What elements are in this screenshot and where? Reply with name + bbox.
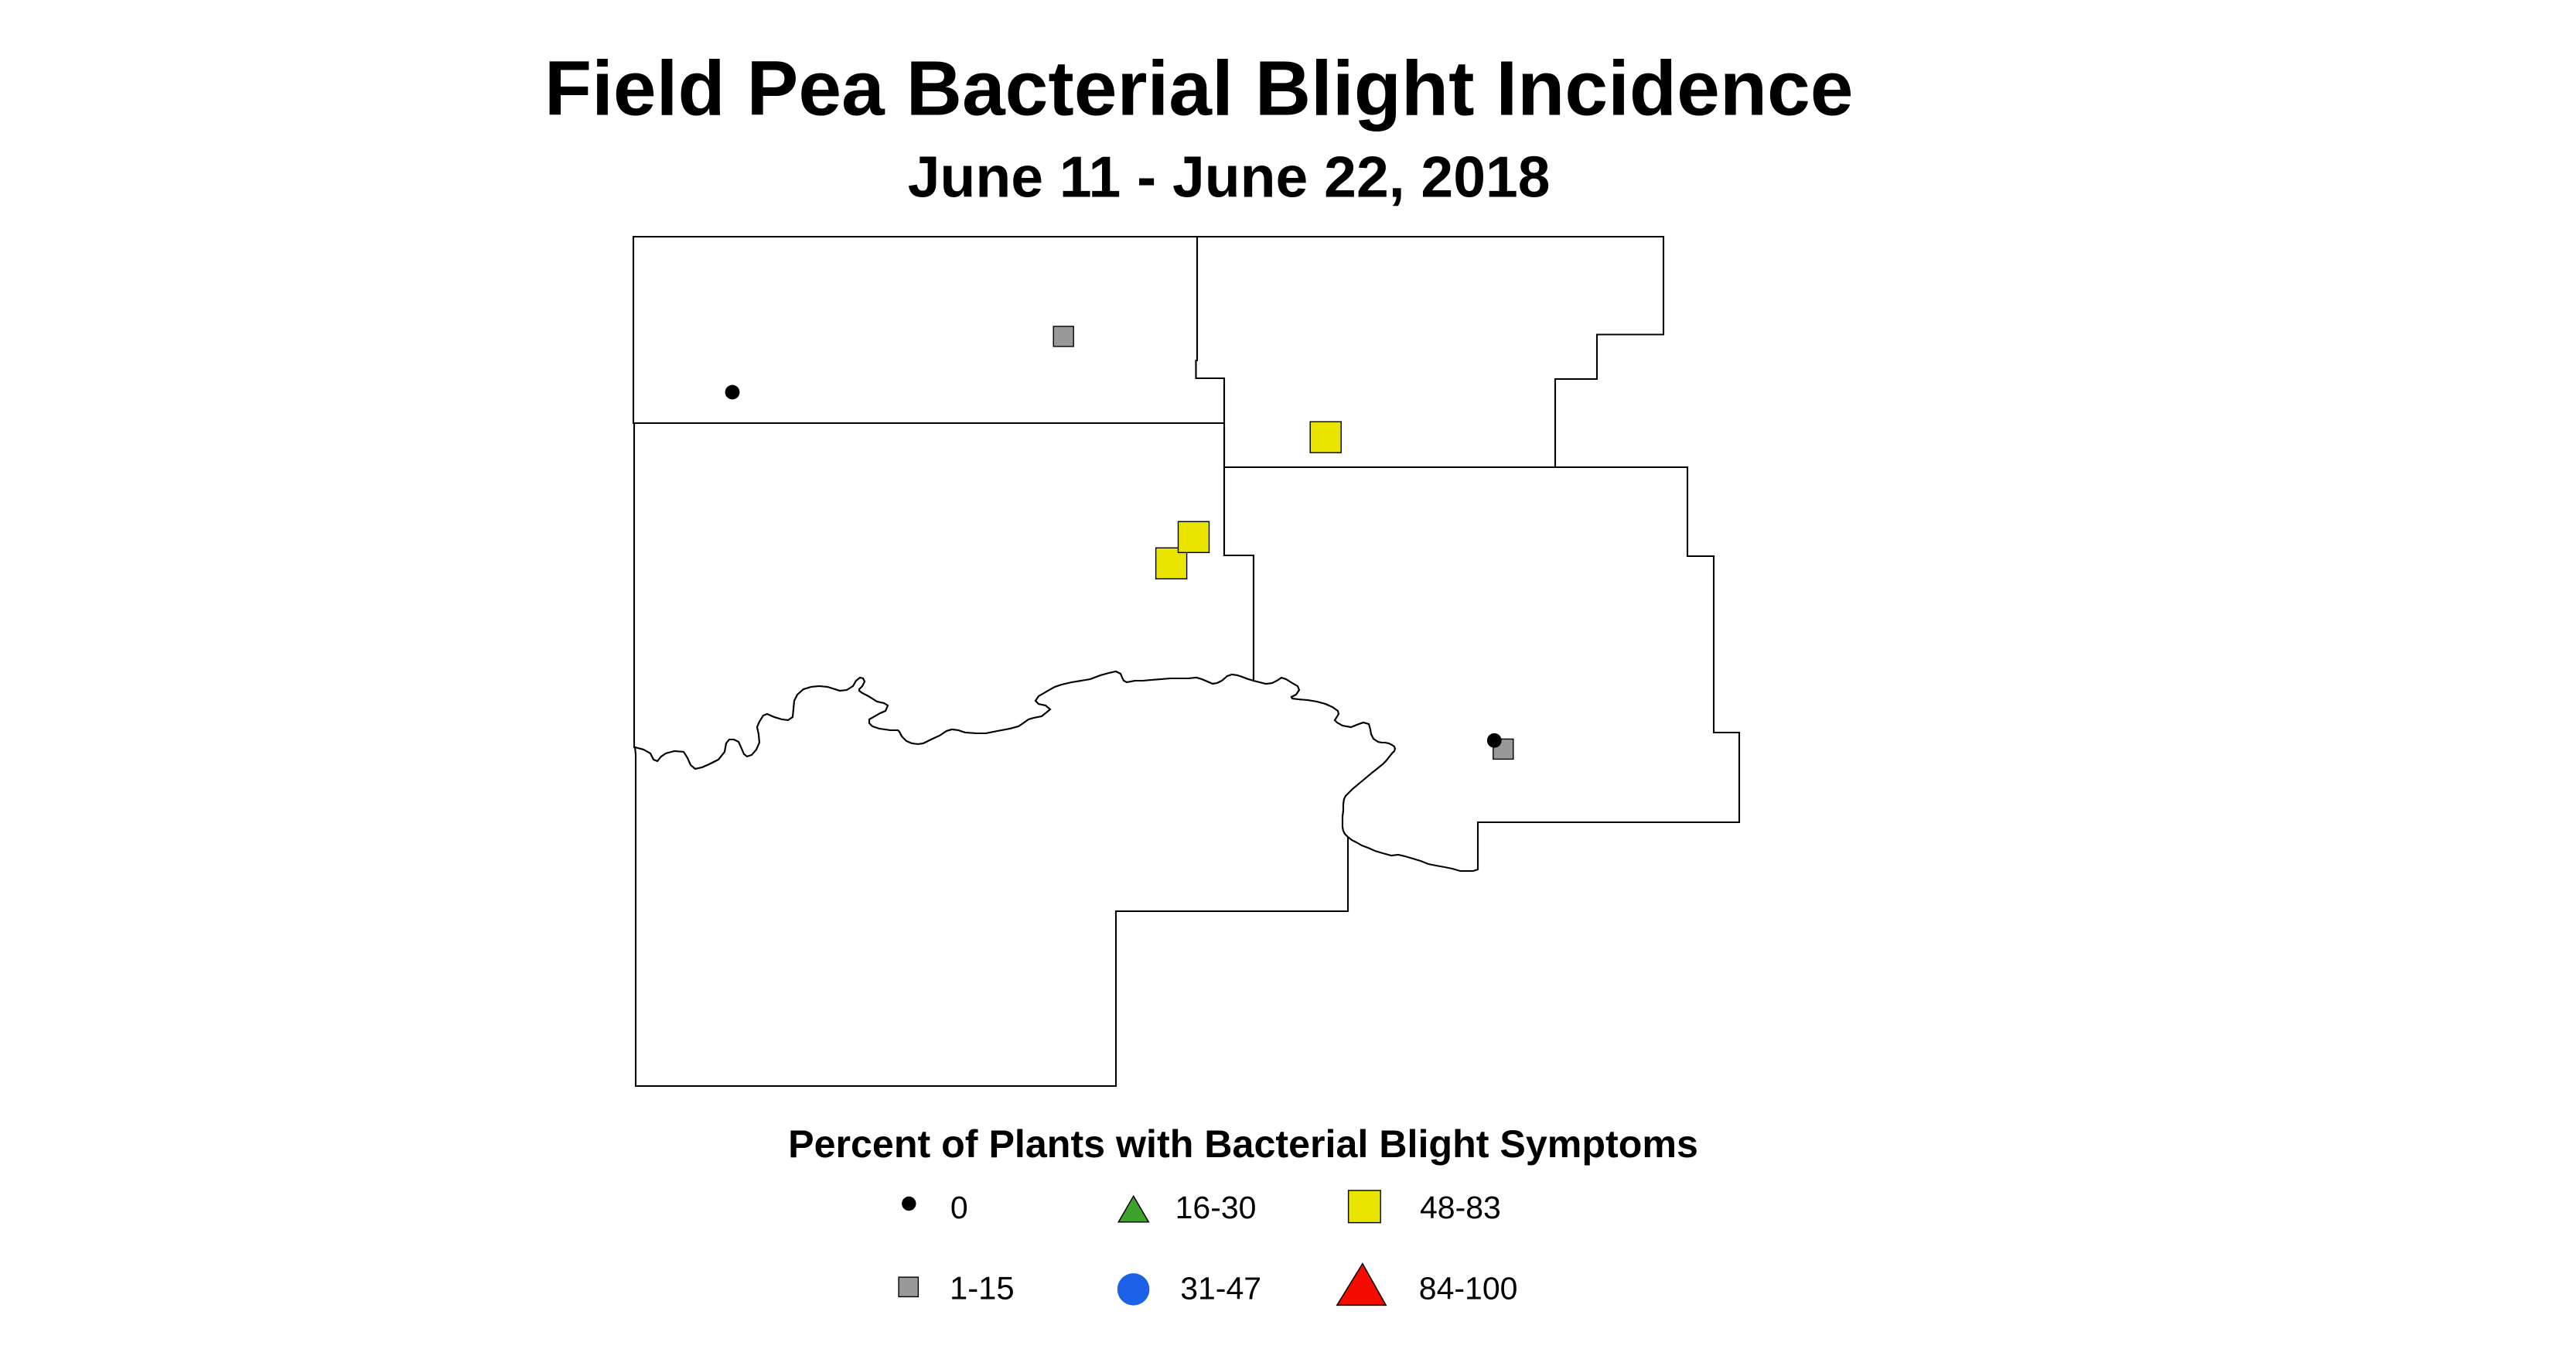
- svg-text:Percent of Plants with Bacteri: Percent of Plants with Bacterial Blight …: [788, 1122, 1698, 1166]
- svg-text:31-47: 31-47: [1180, 1271, 1261, 1306]
- svg-text:48-83: 48-83: [1420, 1190, 1501, 1225]
- svg-text:June 11 - June 22, 2018: June 11 - June 22, 2018: [908, 144, 1551, 209]
- svg-text:Field Pea Bacterial Blight Inc: Field Pea Bacterial Blight Incidence: [544, 46, 1854, 132]
- svg-text:16-30: 16-30: [1175, 1190, 1257, 1225]
- svg-text:84-100: 84-100: [1419, 1271, 1518, 1306]
- svg-text:0: 0: [950, 1190, 968, 1225]
- svg-text:1-15: 1-15: [950, 1270, 1015, 1306]
